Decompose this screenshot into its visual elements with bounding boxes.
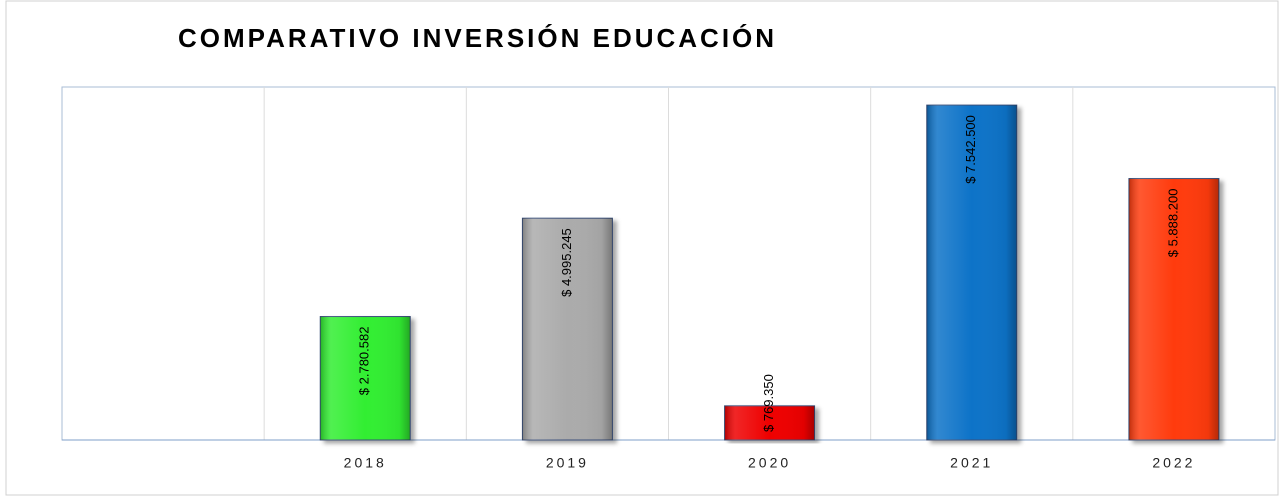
bar-shine <box>926 105 1017 440</box>
bar-shine <box>724 405 815 440</box>
value-label: $ 7.542.500 <box>963 115 978 184</box>
x-tick-label: 2018 <box>344 455 387 471</box>
x-tick-label: 2019 <box>546 455 589 471</box>
bar-shine <box>1128 178 1219 440</box>
value-label: $ 2.780.582 <box>357 327 372 396</box>
bar-shine <box>522 218 613 440</box>
value-label: $ 769.350 <box>761 374 776 432</box>
value-label: $ 4.995.245 <box>559 228 574 297</box>
value-label: $ 5.888.200 <box>1165 189 1180 258</box>
chart-frame <box>5 0 1279 496</box>
chart-title: COMPARATIVO INVERSIÓN EDUCACIÓN <box>178 23 777 53</box>
x-tick-label: 2021 <box>950 455 993 471</box>
bar-shine <box>320 316 411 440</box>
x-tick-label: 2022 <box>1152 455 1195 471</box>
x-tick-label: 2020 <box>748 455 791 471</box>
